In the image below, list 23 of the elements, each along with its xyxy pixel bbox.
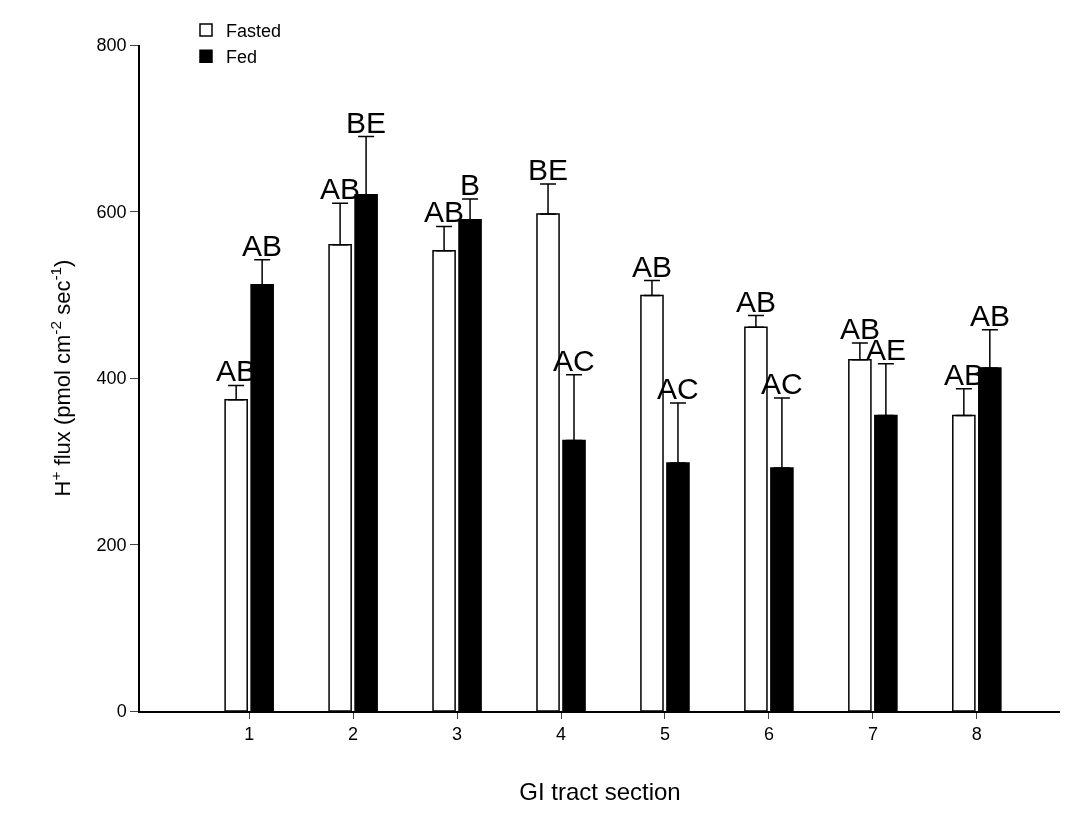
data-label: AB: [736, 285, 777, 318]
data-label: AB: [320, 172, 361, 205]
x-tick-label: 2: [348, 724, 359, 745]
legend-label: Fed: [226, 47, 258, 68]
x-tick-label: 5: [659, 724, 670, 745]
data-label: BE: [346, 106, 387, 139]
x-axis-title: GI tract section: [519, 778, 681, 806]
x-tick-label: 7: [867, 724, 878, 745]
y-tick-label: 600: [96, 201, 127, 222]
x-tick-label: 3: [452, 724, 463, 745]
data-label: AB: [242, 229, 283, 262]
data-label: AB: [970, 299, 1011, 332]
y-tick-label: 800: [96, 35, 127, 56]
data-label: AB: [632, 250, 673, 283]
x-tick-label: 6: [763, 724, 774, 745]
x-tick-label: 8: [971, 724, 982, 745]
y-tick-label: 400: [96, 368, 127, 389]
y-tick-label: 0: [116, 701, 127, 722]
y-tick-label: 200: [96, 534, 127, 555]
x-tick-label: 4: [556, 724, 567, 745]
x-tick-label: 1: [244, 724, 255, 745]
data-label: BE: [528, 153, 569, 186]
legend-label: Fasted: [226, 20, 282, 41]
